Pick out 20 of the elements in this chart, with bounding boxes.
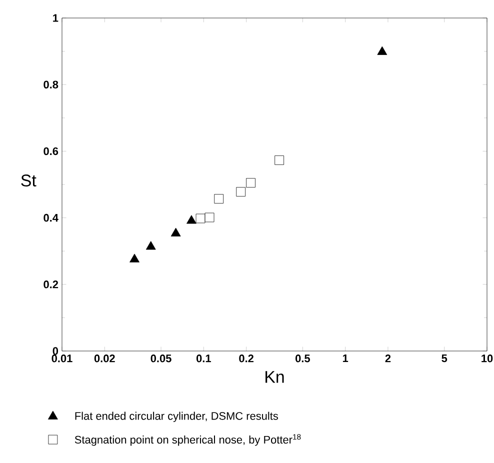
x-tick-label: 0.2: [239, 354, 254, 362]
x-tick-label: 0.01: [52, 354, 72, 362]
x-tick-label: 1: [342, 354, 348, 362]
x-tick-label: 0.1: [196, 354, 211, 362]
legend-label: Stagnation point on spherical nose, by Potter$^{18}$: [74, 434, 301, 446]
y-axis-title: St: [21, 174, 36, 187]
y-tick-label: 0.2: [44, 280, 58, 288]
y-tick-label: 1: [53, 14, 58, 22]
x-axis-title: Kn: [266, 371, 284, 383]
x-tick-label: 5: [442, 354, 448, 362]
x-tick-label: 0.5: [296, 354, 310, 362]
legend-label: Flat ended circular cylinder, DSMC results: [75, 412, 278, 422]
y-tick-label: 0.8: [44, 80, 58, 88]
y-tick-label: 0.4: [44, 214, 58, 222]
x-tick-label: 10: [482, 354, 493, 362]
x-tick-label: 2: [385, 354, 391, 362]
y-tick-label: 0.6: [44, 147, 58, 156]
y-tick-label: 0: [52, 347, 58, 355]
x-tick-label: 0.02: [94, 354, 115, 362]
x-tick-label: 0.05: [150, 354, 172, 362]
